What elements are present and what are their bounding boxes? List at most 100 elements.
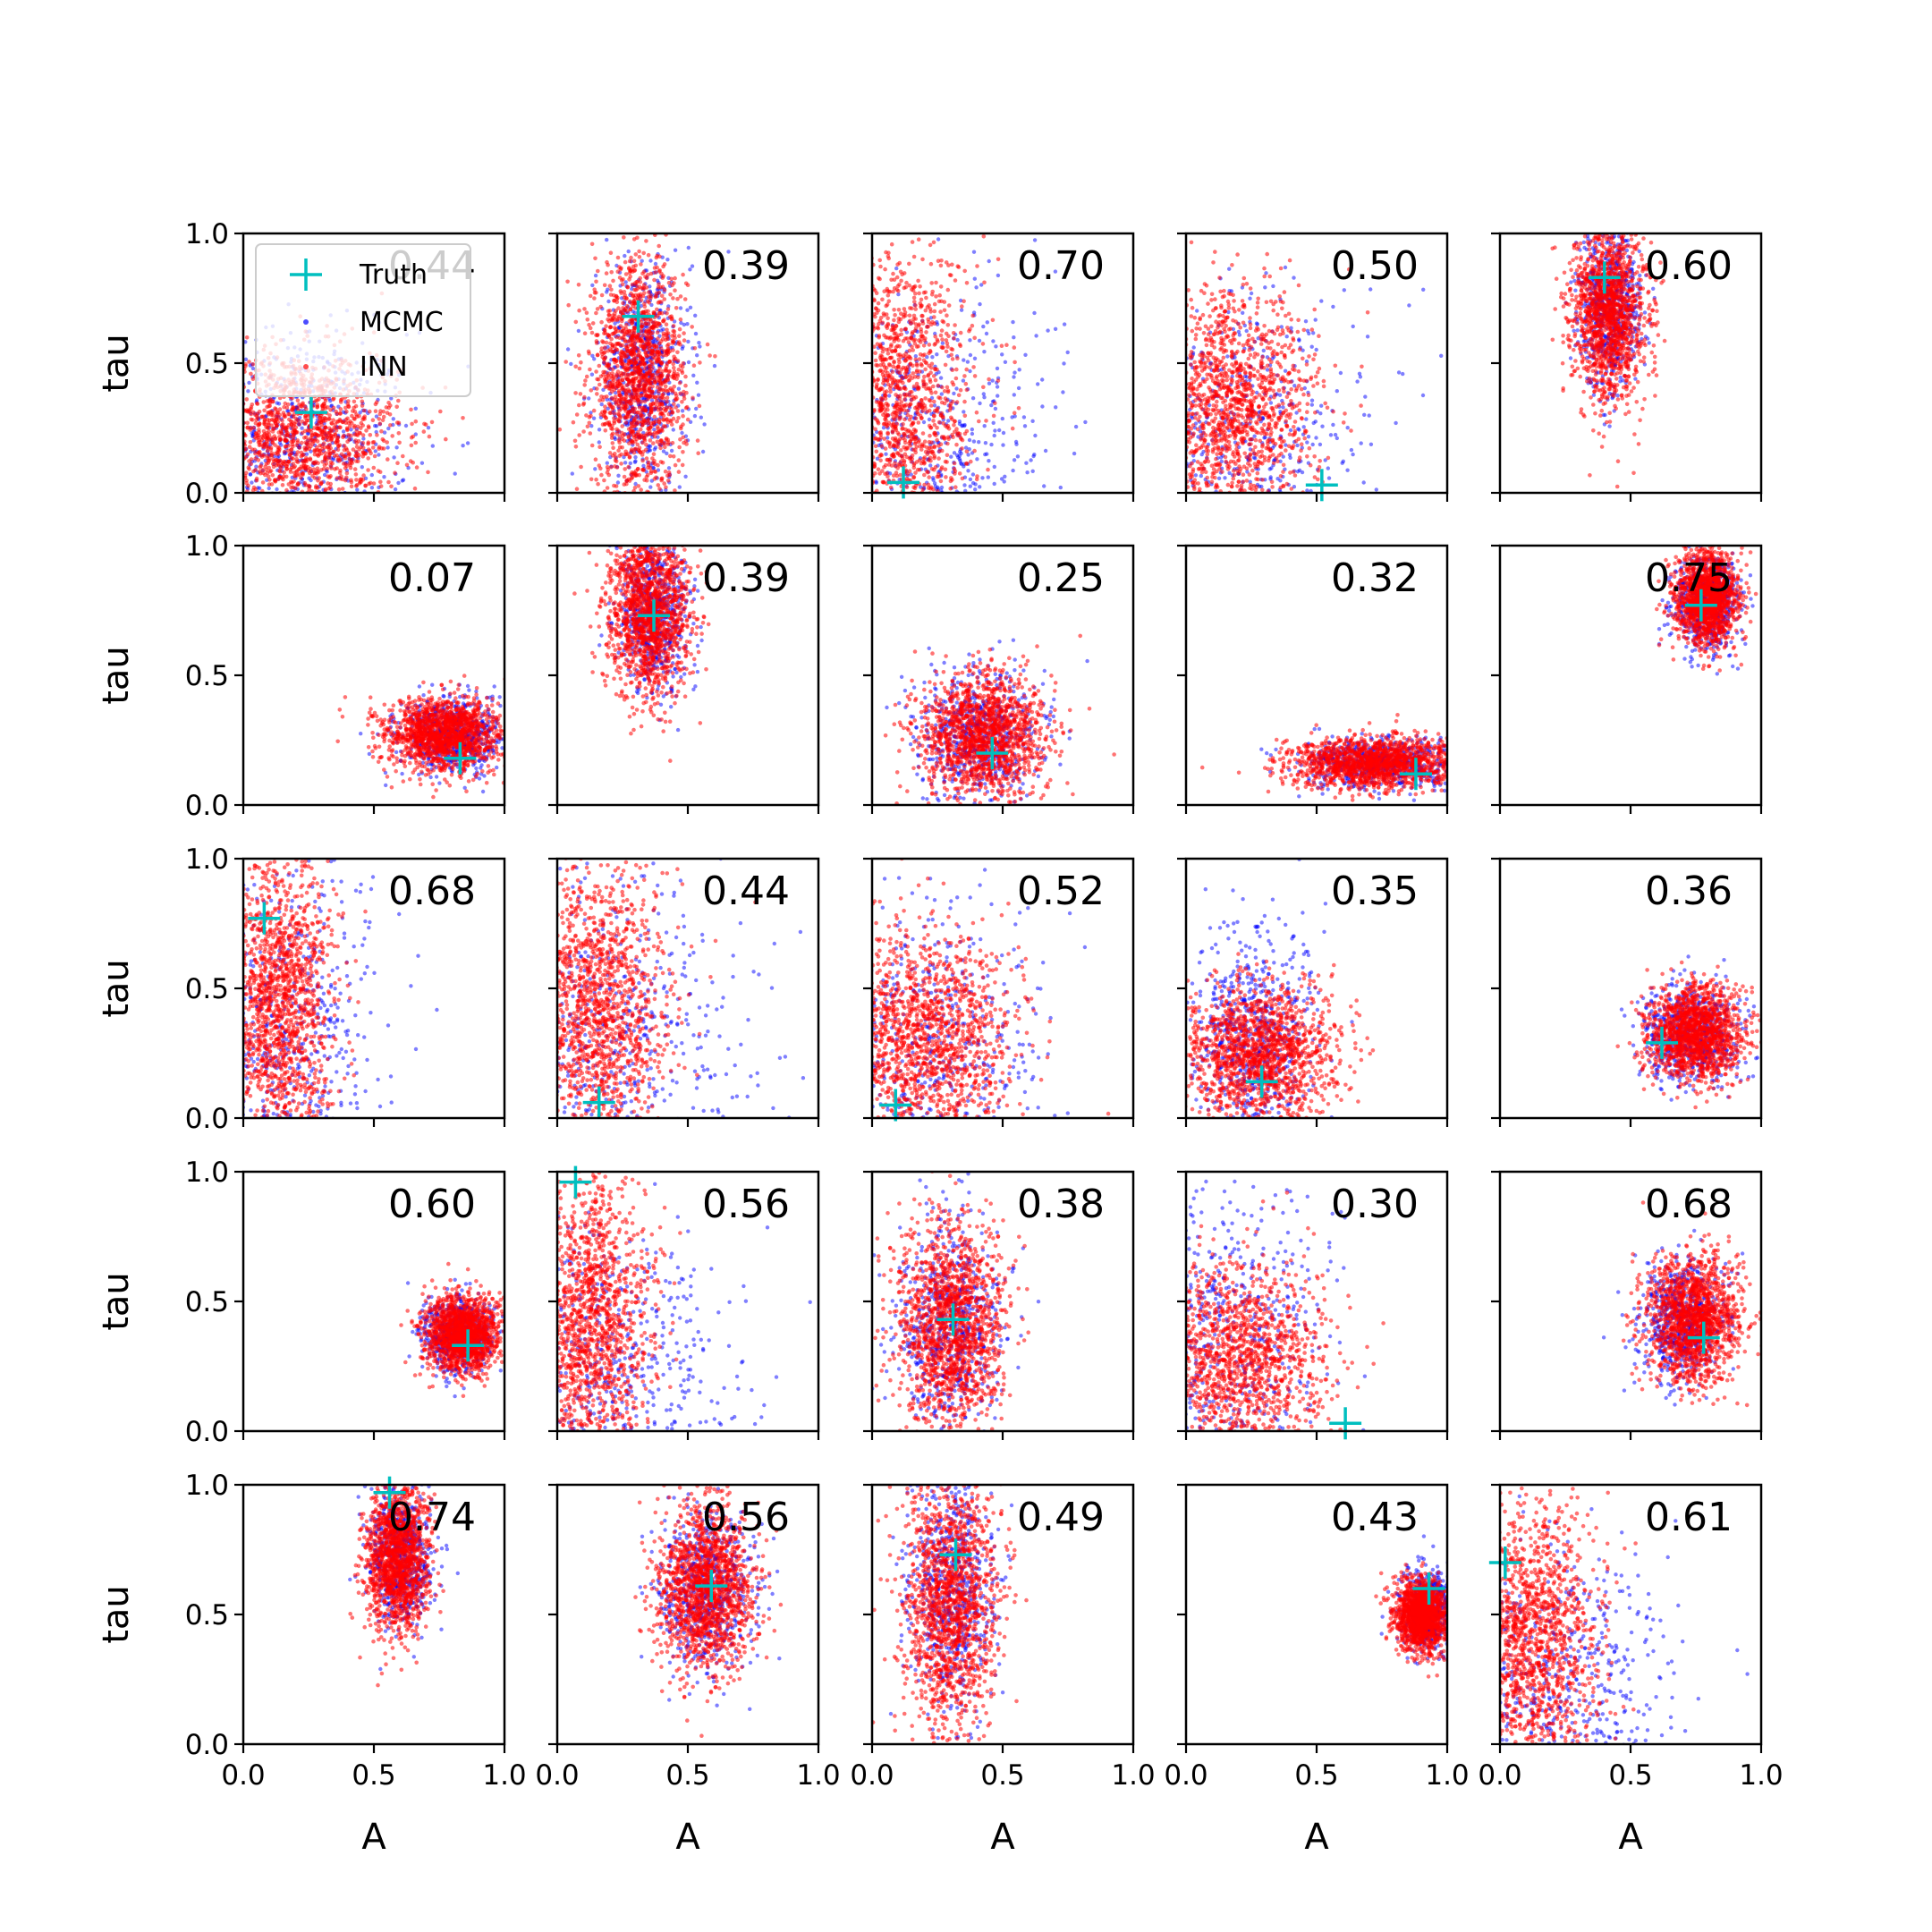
inn-point: [284, 467, 289, 471]
mcmc-point: [592, 357, 596, 360]
inn-point: [381, 437, 386, 442]
inn-point: [236, 453, 241, 458]
mcmc-point: [250, 431, 253, 435]
inn-point: [219, 404, 224, 409]
mcmc-point: [327, 503, 331, 506]
inn-point: [678, 392, 682, 396]
inn-point: [318, 444, 322, 448]
inn-point: [314, 437, 318, 442]
inn-point: [195, 426, 199, 430]
mcmc-point: [1046, 497, 1049, 501]
mcmc-point: [897, 511, 901, 514]
mcmc-point: [843, 370, 846, 374]
inn-point: [245, 421, 250, 426]
mcmc-point: [865, 479, 869, 483]
inn-point: [131, 424, 135, 428]
inn-point: [306, 496, 310, 500]
inn-point: [336, 419, 341, 424]
inn-point: [236, 450, 241, 454]
inn-point: [255, 402, 259, 406]
inn-point: [644, 239, 648, 243]
inn-point: [359, 515, 363, 520]
inn-point: [698, 404, 702, 409]
inn-point: [592, 409, 597, 413]
mcmc-point: [318, 510, 322, 513]
inn-point: [667, 281, 672, 285]
inn-point: [641, 251, 646, 256]
inn-point: [666, 307, 671, 311]
inn-point: [612, 358, 616, 362]
inn-point: [617, 453, 622, 458]
inn-point: [294, 504, 299, 509]
inn-point: [379, 429, 384, 434]
inn-point: [685, 405, 690, 410]
mcmc-point: [151, 477, 155, 480]
inn-point: [251, 411, 256, 415]
inn-point: [282, 415, 286, 419]
inn-point: [377, 417, 382, 421]
inn-point: [644, 443, 648, 447]
mcmc-point: [835, 561, 838, 564]
mcmc-point: [203, 399, 207, 402]
mcmc-point: [146, 375, 149, 378]
inn-point: [201, 439, 206, 444]
mcmc-point: [695, 381, 699, 385]
mcmc-point: [978, 302, 981, 306]
inn-point: [438, 410, 443, 414]
inn-point: [201, 432, 206, 436]
inn-point: [296, 398, 301, 402]
inn-point: [315, 398, 319, 402]
inn-point: [262, 522, 267, 527]
inn-point: [636, 395, 640, 400]
mcmc-point: [283, 508, 286, 512]
inn-point: [648, 428, 652, 433]
inn-point: [638, 450, 642, 454]
inn-point: [219, 434, 224, 438]
mcmc-point: [826, 370, 829, 374]
inn-point: [360, 421, 364, 426]
mcmc-point: [210, 441, 214, 445]
mcmc-point: [251, 367, 255, 370]
inn-point: [411, 435, 416, 439]
inn-point: [258, 465, 262, 470]
inn-point: [182, 452, 186, 456]
inn-point: [585, 310, 589, 315]
inn-point: [652, 344, 657, 349]
inn-point: [327, 475, 332, 479]
mcmc-point: [962, 358, 965, 361]
inn-point: [659, 428, 664, 433]
mcmc-point: [338, 524, 342, 528]
mcmc-point: [979, 510, 982, 513]
mcmc-point: [894, 267, 898, 270]
mcmc-point: [350, 530, 353, 533]
inn-point: [172, 468, 176, 472]
inn-point: [200, 401, 205, 405]
inn-point: [227, 402, 232, 407]
inn-point: [318, 428, 323, 433]
inn-point: [656, 440, 660, 445]
mcmc-point: [427, 426, 430, 429]
mcmc-point: [967, 528, 970, 531]
inn-point: [218, 454, 223, 459]
mcmc-point: [936, 237, 940, 241]
inn-point: [225, 411, 230, 415]
inn-point: [262, 400, 267, 404]
inn-point: [624, 323, 629, 327]
inn-point: [367, 496, 371, 501]
inn-point: [659, 339, 664, 343]
mcmc-point: [1029, 458, 1032, 462]
mcmc-point: [174, 445, 178, 448]
inn-point: [461, 416, 465, 420]
inn-point: [231, 410, 235, 414]
inn-point: [582, 383, 587, 387]
mcmc-point: [177, 438, 181, 442]
mcmc-point: [246, 389, 250, 393]
mcmc-point: [939, 376, 943, 379]
mcmc-point: [989, 403, 993, 407]
inn-point: [623, 467, 627, 471]
mcmc-point: [233, 404, 236, 408]
inn-point: [253, 448, 258, 453]
inn-point: [409, 408, 413, 412]
inn-point: [344, 410, 349, 414]
inn-point: [333, 453, 337, 458]
